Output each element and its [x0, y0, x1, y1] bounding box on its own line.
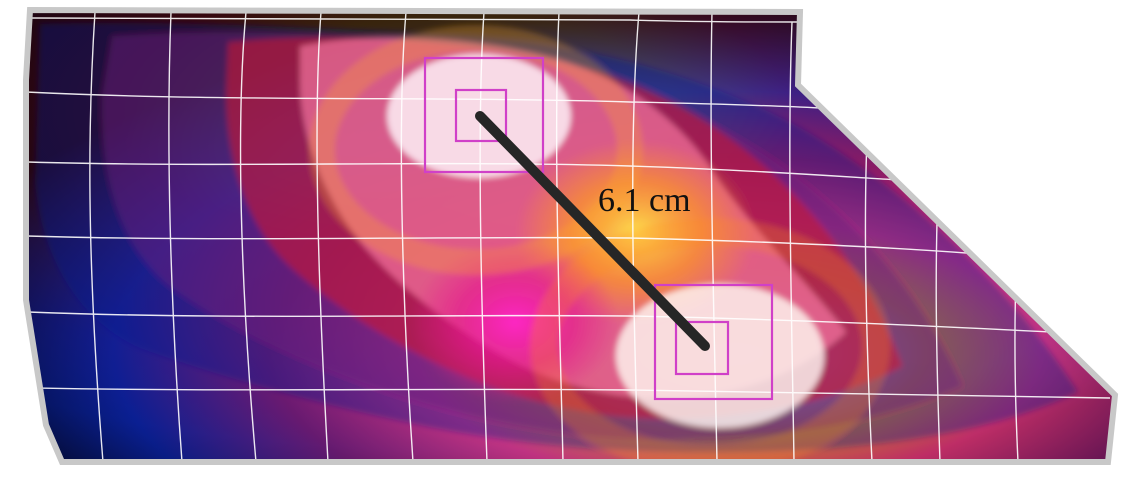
grid-col-3	[239, 11, 257, 462]
grid-col-1	[89, 11, 104, 462]
grid-col-4	[316, 11, 329, 462]
upper-roi-outer-box	[423, 56, 545, 174]
upper-orange-ring	[309, 25, 643, 275]
grid-col-9	[710, 11, 718, 462]
grid-row-4	[26, 235, 981, 255]
grid-row-6	[37, 387, 1111, 399]
grid-col-2	[168, 11, 183, 462]
distance-line	[475, 111, 710, 351]
grid-row-3	[27, 161, 901, 181]
grid-row-1	[29, 17, 801, 23]
grid-col-8	[632, 11, 640, 462]
lower-roi-inner-box	[674, 320, 730, 376]
grid-col-10	[789, 21, 795, 462]
grid-row-2	[26, 91, 821, 109]
roi-boxes	[423, 56, 774, 401]
grid-col-5	[400, 11, 414, 462]
grid-col-6	[479, 11, 488, 462]
lower-roi-outer-box	[653, 283, 774, 401]
map-outline	[23, 6, 1119, 465]
grid-col-7	[555, 11, 564, 462]
grid-row-5	[27, 311, 1051, 333]
upper-roi-inner-box	[454, 88, 508, 143]
